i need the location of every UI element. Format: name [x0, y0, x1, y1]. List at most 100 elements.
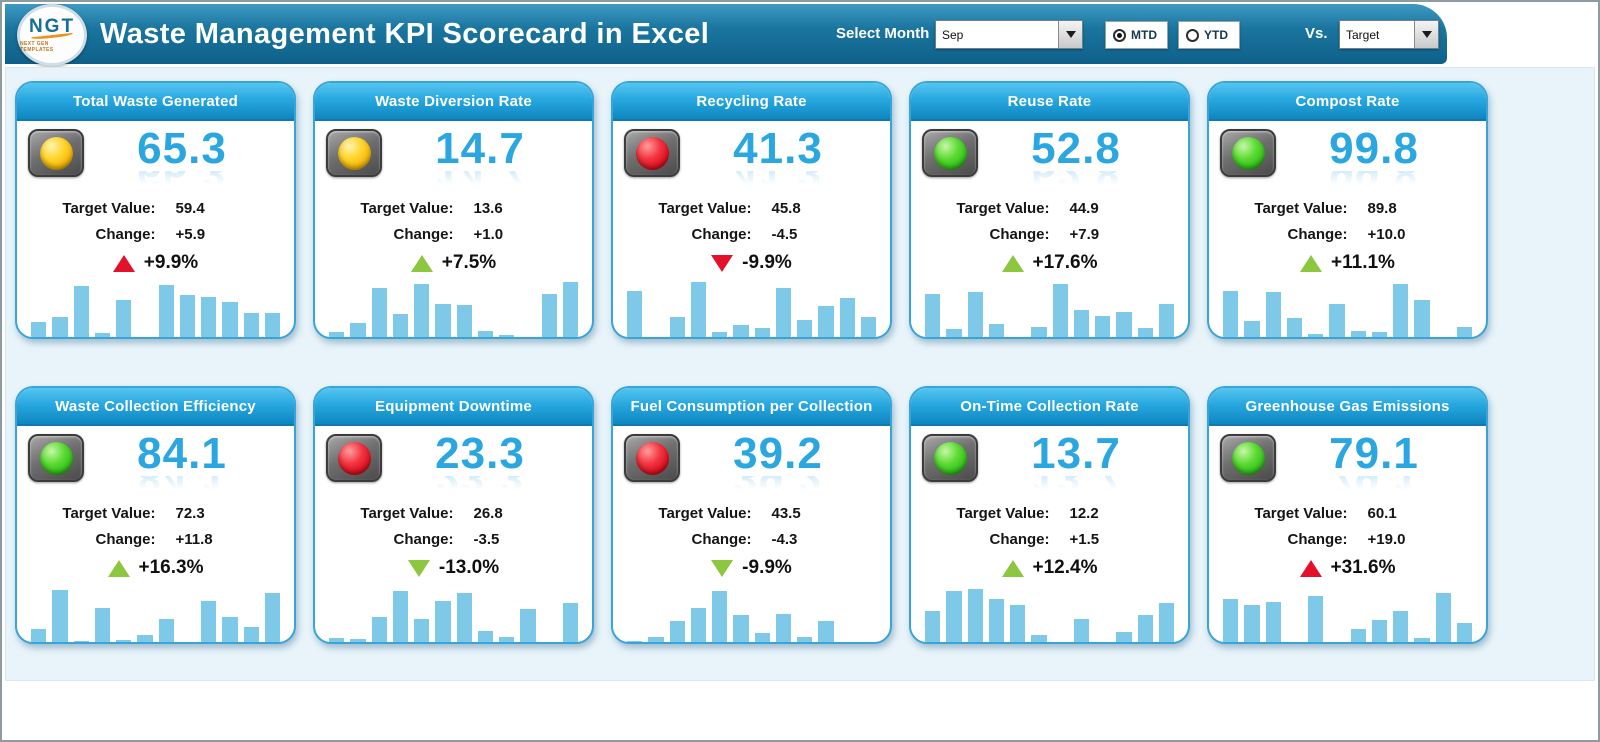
bar — [1287, 642, 1302, 644]
radio-ytd[interactable]: YTD — [1178, 21, 1240, 49]
bar — [627, 291, 643, 337]
bar — [712, 331, 728, 337]
bar — [1350, 331, 1366, 337]
kpi-value-reflection: 65.3 — [84, 171, 280, 187]
bar — [414, 618, 430, 642]
kpi-card-body: 84.1 84.1 Target Value: 72.3 Change: +11… — [17, 426, 294, 642]
bar — [733, 325, 749, 337]
change-value: +1.5 — [1069, 530, 1100, 548]
radio-mtd-icon[interactable] — [1113, 28, 1126, 42]
bar — [94, 333, 110, 337]
vs-label: Vs. — [1305, 25, 1328, 42]
bar — [648, 636, 664, 642]
bar — [1371, 331, 1387, 337]
bar — [1095, 316, 1111, 337]
traffic-light-bulb — [933, 136, 967, 170]
change-value: +5.9 — [175, 225, 206, 243]
target-label: Target Value: — [956, 504, 1050, 522]
month-dropdown-arrow-icon[interactable] — [1058, 21, 1082, 48]
target-label: Target Value: — [658, 504, 752, 522]
radio-ytd-icon[interactable] — [1186, 28, 1199, 42]
kpi-card: Total Waste Generated 65.3 65.3 Target V… — [15, 81, 296, 339]
bar — [1265, 292, 1281, 337]
bar — [648, 337, 663, 339]
month-dropdown-value: Sep — [942, 28, 964, 42]
change-label: Change: — [95, 225, 156, 243]
traffic-light-icon — [922, 434, 978, 482]
bar — [839, 641, 855, 642]
bar — [1052, 283, 1068, 337]
bar — [775, 288, 791, 337]
bar — [1371, 620, 1387, 642]
change-percent: +12.4% — [1032, 557, 1098, 578]
kpi-card: Reuse Rate 52.8 52.8 Target Value: 44.9 … — [909, 81, 1190, 339]
bar — [946, 328, 962, 337]
bar — [754, 328, 770, 337]
kpi-card: Greenhouse Gas Emissions 79.1 79.1 Targe… — [1207, 386, 1488, 644]
bar — [73, 641, 89, 642]
trend-arrow-icon — [1299, 559, 1322, 577]
kpi-card-header: Waste Diversion Rate — [315, 83, 592, 121]
target-value: 45.8 — [771, 199, 801, 217]
bar — [392, 591, 408, 642]
bar — [1223, 599, 1239, 642]
vs-dropdown-arrow-icon[interactable] — [1414, 21, 1438, 48]
change-percent: +11.1% — [1331, 252, 1395, 273]
kpi-value-reflection: 39.2 — [680, 476, 876, 492]
traffic-light-bulb — [39, 136, 73, 170]
bar — [94, 608, 110, 642]
bar — [1308, 334, 1324, 337]
bar — [627, 641, 643, 642]
radio-mtd-label: MTD — [1131, 28, 1157, 42]
kpi-value-reflection: 23.3 — [382, 476, 578, 492]
traffic-light-icon — [28, 129, 84, 177]
kpi-card-title: On-Time Collection Rate — [960, 397, 1139, 415]
trend-arrow-icon — [711, 254, 734, 272]
kpi-value: 52.8 — [1031, 124, 1121, 173]
ngt-logo: NGT NEXT GEN TEMPLATES — [17, 4, 87, 66]
change-label: Change: — [989, 225, 1050, 243]
bar — [925, 294, 941, 337]
bar — [1414, 638, 1430, 642]
kpi-card-body: 52.8 52.8 Target Value: 44.9 Change: +7.… — [911, 121, 1188, 337]
change-label: Change: — [691, 530, 752, 548]
vs-dropdown-value: Target — [1346, 28, 1380, 42]
bar — [1244, 321, 1260, 337]
bar — [754, 633, 770, 642]
target-label: Target Value: — [360, 504, 454, 522]
bar — [1329, 642, 1344, 644]
bar — [520, 609, 536, 642]
mini-bar-chart — [925, 279, 1174, 337]
logo-text: NGT — [28, 15, 76, 37]
bar — [775, 614, 791, 642]
kpi-value: 84.1 — [137, 429, 227, 478]
kpi-card-title: Greenhouse Gas Emissions — [1245, 397, 1450, 415]
radio-mtd[interactable]: MTD — [1105, 21, 1168, 49]
traffic-light-bulb — [635, 441, 669, 475]
kpi-card-body: 41.3 41.3 Target Value: 45.8 Change: -4.… — [613, 121, 890, 339]
bar — [541, 294, 557, 337]
kpi-value: 39.2 — [733, 429, 823, 478]
bar — [1053, 642, 1068, 644]
bar — [1456, 623, 1472, 642]
change-value: -4.3 — [771, 530, 798, 548]
bar — [1329, 304, 1345, 337]
target-value: 12.2 — [1069, 504, 1099, 522]
kpi-card: Equipment Downtime 23.3 23.3 Target Valu… — [313, 386, 594, 644]
kpi-card-header: Equipment Downtime — [315, 388, 592, 426]
kpi-card-body: 39.2 39.2 Target Value: 43.5 Change: -4.… — [613, 426, 890, 642]
bar — [222, 617, 238, 642]
kpi-card-body: 99.8 99.8 Target Value: 89.8 Change: +10… — [1209, 121, 1486, 337]
traffic-light-icon — [922, 129, 978, 177]
bar — [137, 337, 152, 339]
target-label: Target Value: — [360, 199, 454, 217]
kpi-card-header: On-Time Collection Rate — [911, 388, 1188, 426]
kpi-card-header: Total Waste Generated — [17, 83, 294, 121]
month-dropdown[interactable]: Sep — [935, 20, 1083, 49]
bar — [1456, 327, 1472, 337]
mini-bar-chart — [925, 584, 1174, 644]
cards-grid: Total Waste Generated 65.3 65.3 Target V… — [15, 81, 1594, 644]
kpi-card-title: Recycling Rate — [696, 92, 807, 110]
vs-dropdown[interactable]: Target — [1339, 20, 1439, 49]
bar — [264, 313, 280, 337]
